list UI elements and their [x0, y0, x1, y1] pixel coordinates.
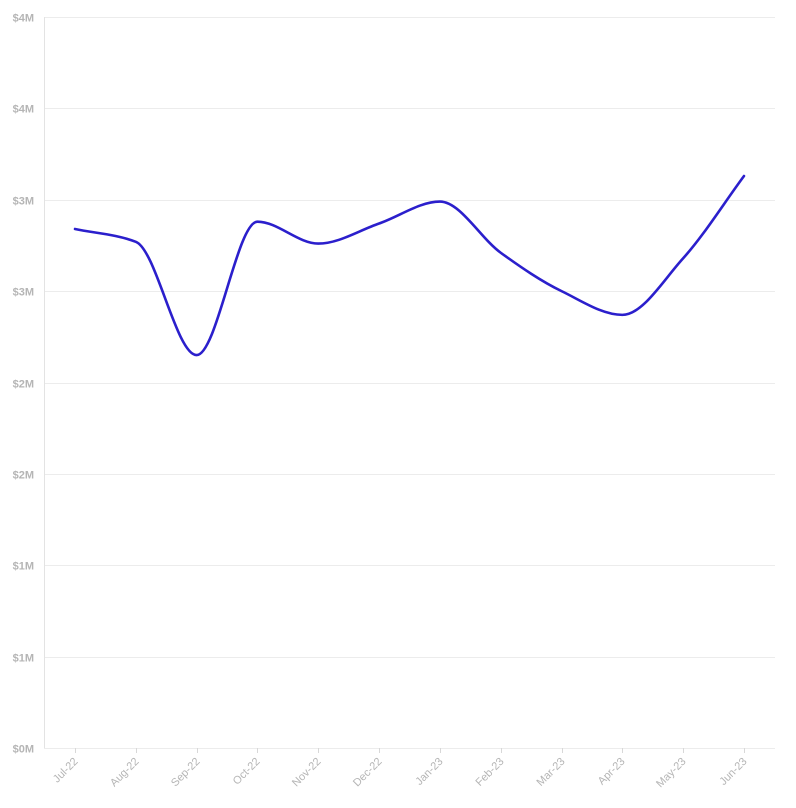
x-tick-label: Nov-22 — [290, 756, 324, 790]
x-tick-label: Dec-22 — [351, 756, 385, 790]
y-tick-label: $3M — [13, 287, 34, 299]
y-tick-label: $3M — [13, 196, 34, 208]
series-layer — [73, 174, 746, 357]
x-tick-label: Jan-23 — [413, 756, 445, 788]
x-tick-label: May-23 — [654, 756, 688, 790]
y-tick-label: $1M — [13, 561, 34, 573]
x-tick-label: Apr-23 — [596, 756, 628, 788]
axis-layer — [44, 17, 745, 753]
y-tick-label: $0M — [13, 744, 34, 756]
grid-layer — [44, 17, 775, 749]
y-tick-label: $2M — [13, 470, 34, 482]
x-tick-label: Jun-23 — [717, 756, 749, 788]
y-tick-label: $4M — [13, 104, 34, 116]
x-tick-label: Sep-22 — [169, 756, 203, 790]
x-tick-label: Feb-23 — [473, 756, 506, 789]
x-tick-label: Oct-22 — [231, 756, 263, 788]
y-tick-label: $1M — [13, 653, 34, 665]
y-tick-label: $4M — [13, 13, 34, 25]
y-tick-label: $2M — [13, 379, 34, 391]
x-tick-label: Jul-22 — [51, 756, 81, 786]
x-tick-label: Aug-22 — [108, 756, 142, 790]
label-layer: $0M $1M $1M $2M $2M $3M $3M $4M $4M Jul-22 Aug-22 S… — [13, 13, 750, 791]
x-tick-label: Mar-23 — [534, 756, 567, 789]
series-line — [73, 174, 746, 357]
